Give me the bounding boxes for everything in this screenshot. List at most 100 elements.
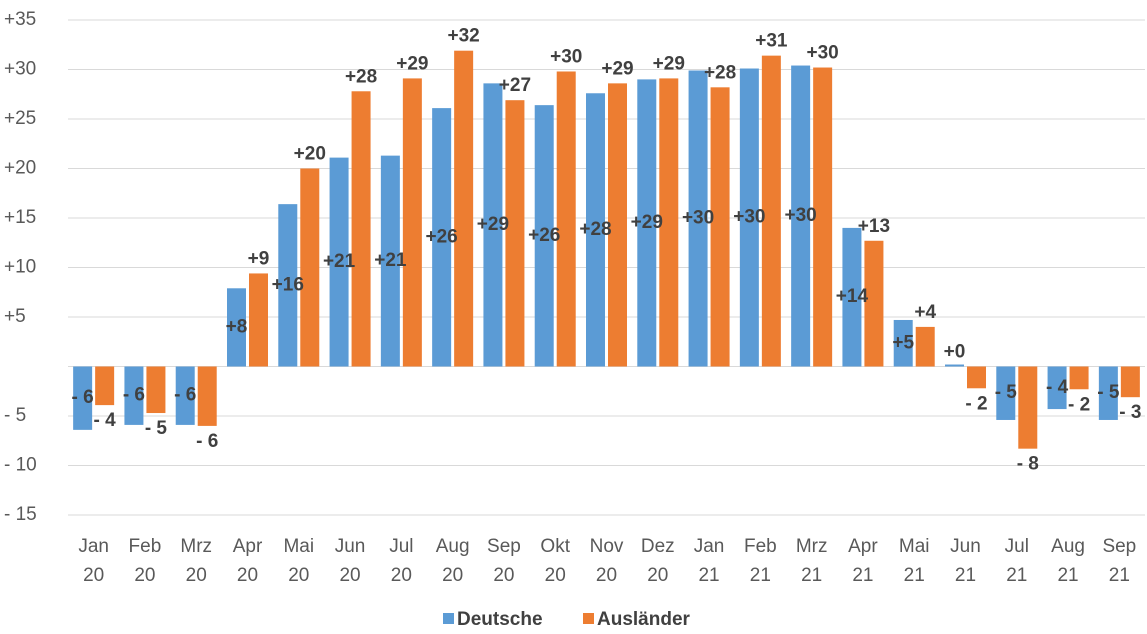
y-tick-label: +15 bbox=[4, 207, 36, 228]
y-tick-label: +5 bbox=[4, 306, 26, 327]
data-label: - 6 bbox=[174, 385, 196, 406]
x-tick-label: Mai 21 bbox=[898, 536, 930, 586]
data-label: +28 bbox=[579, 219, 611, 240]
y-tick-label: - 15 bbox=[4, 504, 37, 525]
x-tick-label: Jan 21 bbox=[693, 536, 725, 586]
x-tick-label: Aug 21 bbox=[1051, 536, 1085, 586]
bar bbox=[278, 204, 298, 367]
x-tick-label: Mrz 20 bbox=[180, 536, 213, 586]
bar bbox=[380, 155, 400, 367]
data-label: - 5 bbox=[1097, 382, 1120, 403]
bar bbox=[249, 273, 268, 367]
y-tick-label: +25 bbox=[4, 108, 36, 129]
data-label: +30 bbox=[733, 207, 765, 228]
bar bbox=[124, 366, 144, 425]
data-label: +30 bbox=[682, 208, 714, 229]
bar bbox=[73, 366, 93, 430]
data-label: +4 bbox=[914, 302, 936, 323]
y-tick-label: +20 bbox=[4, 158, 36, 179]
data-label: - 3 bbox=[1119, 402, 1141, 423]
bar bbox=[300, 168, 320, 367]
x-tick-label: Apr 21 bbox=[848, 536, 878, 586]
bar bbox=[505, 100, 525, 367]
data-label: - 8 bbox=[1017, 454, 1039, 475]
data-label: +29 bbox=[396, 53, 428, 74]
bar bbox=[945, 364, 964, 367]
bar bbox=[1047, 366, 1067, 410]
x-tick-label: Mrz 21 bbox=[795, 536, 828, 586]
data-label: +29 bbox=[601, 58, 633, 79]
data-label: +27 bbox=[499, 75, 531, 96]
bar bbox=[227, 288, 246, 367]
data-label: - 2 bbox=[1068, 394, 1090, 415]
bar bbox=[483, 83, 503, 367]
data-label: +29 bbox=[653, 53, 685, 74]
legend-swatch bbox=[443, 613, 454, 624]
data-label: +26 bbox=[528, 225, 560, 246]
data-label: +32 bbox=[448, 26, 480, 47]
y-tick-label: +10 bbox=[4, 257, 36, 278]
data-label: - 6 bbox=[72, 387, 94, 408]
x-tick-label: Jul 20 bbox=[389, 536, 414, 586]
bar bbox=[402, 78, 422, 367]
bar bbox=[586, 93, 605, 367]
bar bbox=[146, 366, 166, 414]
data-label: +30 bbox=[550, 46, 582, 67]
legend-swatch bbox=[583, 613, 594, 624]
bar bbox=[329, 157, 349, 367]
data-label: +5 bbox=[892, 332, 914, 353]
x-tick-label: Jun 21 bbox=[950, 536, 981, 586]
bar bbox=[432, 108, 452, 367]
x-tick-label: Nov 20 bbox=[589, 536, 624, 586]
bar bbox=[761, 55, 781, 367]
y-tick-label: - 10 bbox=[4, 455, 37, 476]
bar bbox=[351, 91, 371, 367]
data-label: +30 bbox=[785, 205, 817, 226]
legend-label: Ausländer bbox=[597, 609, 691, 630]
bar bbox=[864, 240, 884, 367]
x-tick-label: Dez 20 bbox=[640, 536, 675, 586]
y-tick-label: - 5 bbox=[4, 405, 26, 426]
data-label: +29 bbox=[477, 214, 509, 235]
bar bbox=[791, 65, 811, 367]
legend-label: Deutsche bbox=[457, 609, 543, 630]
data-label: +26 bbox=[426, 226, 458, 247]
data-label: +20 bbox=[294, 144, 326, 165]
data-label: +9 bbox=[248, 248, 270, 269]
bar bbox=[95, 366, 115, 406]
bar bbox=[1120, 366, 1140, 398]
data-label: - 4 bbox=[94, 410, 117, 431]
x-tick-label: Aug 20 bbox=[435, 536, 470, 586]
x-tick-label: Feb 21 bbox=[743, 536, 777, 586]
bar bbox=[1098, 366, 1118, 420]
bar bbox=[739, 68, 759, 367]
data-label: +31 bbox=[755, 31, 788, 52]
x-tick-label: Sep 21 bbox=[1102, 536, 1137, 586]
x-tick-label: Okt 20 bbox=[540, 536, 570, 586]
bar bbox=[842, 227, 862, 367]
bar bbox=[556, 71, 576, 367]
bar bbox=[1069, 366, 1089, 390]
bar bbox=[996, 366, 1016, 420]
bar bbox=[175, 366, 195, 425]
data-label: +29 bbox=[631, 212, 663, 233]
y-tick-label: +35 bbox=[4, 9, 36, 30]
data-label: +8 bbox=[226, 316, 248, 337]
data-label: +13 bbox=[858, 216, 890, 237]
data-label: +28 bbox=[704, 62, 736, 83]
bar bbox=[659, 78, 679, 367]
bar bbox=[813, 67, 833, 367]
data-label: +21 bbox=[323, 251, 356, 272]
bar bbox=[688, 70, 708, 367]
x-tick-label: Apr 20 bbox=[232, 536, 263, 586]
bar bbox=[967, 366, 986, 389]
x-tick-label: Feb 20 bbox=[128, 536, 162, 586]
x-tick-label: Sep 20 bbox=[487, 536, 521, 586]
data-label: - 4 bbox=[1046, 377, 1069, 398]
bar bbox=[608, 83, 627, 367]
bar bbox=[915, 326, 935, 367]
data-label: +28 bbox=[345, 66, 377, 87]
data-label: - 6 bbox=[196, 431, 218, 452]
